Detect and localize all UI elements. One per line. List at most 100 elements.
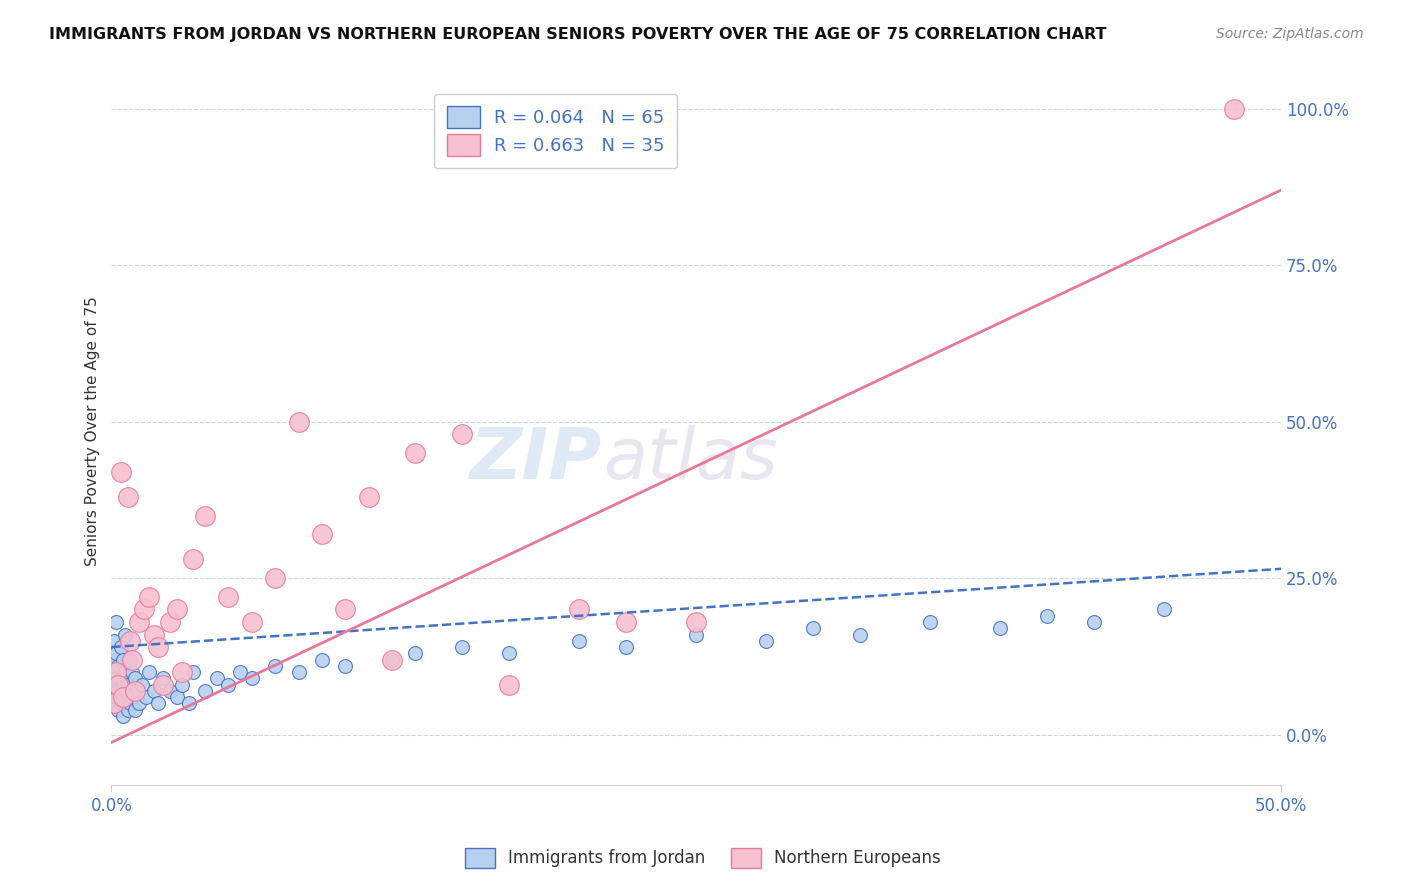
Point	[357, 490, 380, 504]
Point	[110, 697, 132, 711]
Point	[103, 697, 125, 711]
Point	[120, 652, 142, 666]
Point	[614, 615, 637, 629]
Point	[105, 671, 128, 685]
Point	[105, 690, 128, 705]
Point	[568, 602, 591, 616]
Point	[105, 665, 128, 679]
Point	[121, 690, 143, 705]
Text: atlas: atlas	[603, 425, 778, 494]
Point	[131, 677, 153, 691]
Point	[988, 621, 1011, 635]
Point	[110, 640, 132, 654]
Point	[685, 615, 707, 629]
Point	[112, 677, 135, 691]
Point	[117, 677, 139, 691]
Point	[498, 646, 520, 660]
Point	[166, 690, 188, 705]
Point	[240, 615, 263, 629]
Point	[1083, 615, 1105, 629]
Point	[107, 677, 129, 691]
Point	[801, 621, 824, 635]
Point	[264, 571, 287, 585]
Point	[451, 640, 474, 654]
Point	[1153, 602, 1175, 616]
Point	[105, 646, 128, 660]
Point	[103, 677, 125, 691]
Point	[112, 690, 135, 705]
Point	[105, 615, 128, 629]
Point	[124, 703, 146, 717]
Point	[159, 684, 181, 698]
Point	[107, 684, 129, 698]
Point	[568, 633, 591, 648]
Point	[240, 671, 263, 685]
Point	[120, 633, 142, 648]
Point	[335, 602, 357, 616]
Point	[121, 665, 143, 679]
Point	[614, 640, 637, 654]
Point	[152, 677, 174, 691]
Point	[110, 671, 132, 685]
Point	[451, 427, 474, 442]
Text: IMMIGRANTS FROM JORDAN VS NORTHERN EUROPEAN SENIORS POVERTY OVER THE AGE OF 75 C: IMMIGRANTS FROM JORDAN VS NORTHERN EUROP…	[49, 27, 1107, 42]
Point	[124, 671, 146, 685]
Point	[114, 627, 136, 641]
Point	[103, 633, 125, 648]
Point	[405, 646, 427, 660]
Point	[920, 615, 942, 629]
Point	[849, 627, 872, 641]
Point	[110, 465, 132, 479]
Point	[121, 652, 143, 666]
Point	[112, 709, 135, 723]
Point	[311, 527, 333, 541]
Point	[311, 652, 333, 666]
Point	[127, 684, 149, 698]
Text: ZIP: ZIP	[471, 425, 603, 494]
Point	[114, 690, 136, 705]
Point	[498, 677, 520, 691]
Point	[128, 615, 150, 629]
Point	[103, 652, 125, 666]
Point	[685, 627, 707, 641]
Point	[229, 665, 252, 679]
Point	[148, 640, 170, 654]
Point	[181, 665, 204, 679]
Point	[170, 677, 193, 691]
Point	[755, 633, 778, 648]
Point	[135, 690, 157, 705]
Point	[107, 703, 129, 717]
Point	[117, 490, 139, 504]
Point	[194, 684, 217, 698]
Point	[287, 415, 309, 429]
Point	[264, 658, 287, 673]
Point	[205, 671, 228, 685]
Point	[114, 665, 136, 679]
Point	[120, 697, 142, 711]
Point	[124, 684, 146, 698]
Legend: Immigrants from Jordan, Northern Europeans: Immigrants from Jordan, Northern Europea…	[458, 841, 948, 875]
Point	[103, 697, 125, 711]
Point	[181, 552, 204, 566]
Point	[177, 697, 200, 711]
Point	[287, 665, 309, 679]
Point	[381, 652, 404, 666]
Point	[1036, 608, 1059, 623]
Point	[138, 665, 160, 679]
Point	[112, 652, 135, 666]
Point	[405, 446, 427, 460]
Point	[194, 508, 217, 523]
Point	[117, 703, 139, 717]
Point	[138, 590, 160, 604]
Point	[148, 697, 170, 711]
Point	[1223, 102, 1246, 116]
Y-axis label: Seniors Poverty Over the Age of 75: Seniors Poverty Over the Age of 75	[86, 296, 100, 566]
Point	[142, 627, 165, 641]
Point	[217, 590, 239, 604]
Point	[107, 658, 129, 673]
Text: Source: ZipAtlas.com: Source: ZipAtlas.com	[1216, 27, 1364, 41]
Point	[217, 677, 239, 691]
Point	[142, 684, 165, 698]
Point	[159, 615, 181, 629]
Point	[335, 658, 357, 673]
